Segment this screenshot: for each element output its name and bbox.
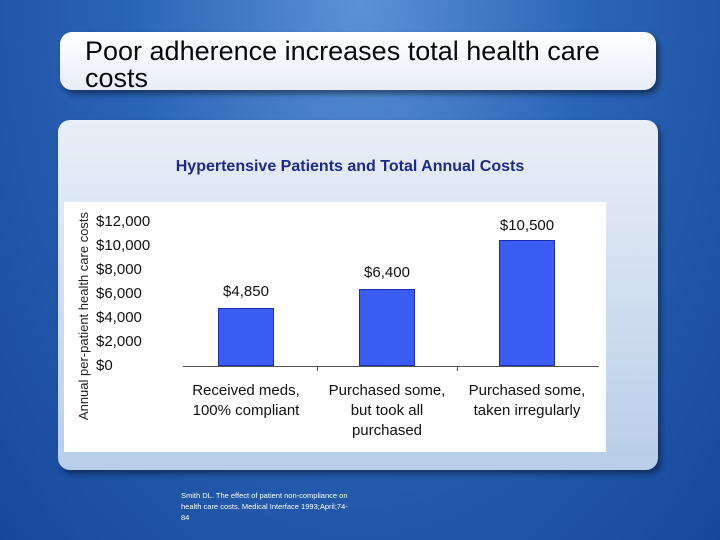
bar-1 [218,307,274,366]
bar-2 [359,289,415,366]
y-tick-label: $10,000 [96,237,151,254]
x-tick-mark [457,366,458,371]
slide-title: Poor adherence increases total health ca… [85,36,600,93]
y-tick-label: $6,000 [96,285,142,302]
y-tick-label: $8,000 [96,261,142,278]
data-label-2: $6,400 [364,264,410,282]
y-tick-label: $2,000 [96,333,142,350]
x-category-label-2: Purchased some, but took all purchased [328,382,446,439]
title-box [60,32,656,90]
x-category-label-1: Received meds, 100% compliant [192,382,300,419]
data-label-1: $4,850 [223,282,269,300]
y-tick-label: $12,000 [96,213,151,230]
chart-title: Hypertensive Patients and Total Annual C… [175,158,525,175]
y-axis-label: Annual per-patient health care costs [76,211,91,421]
bar-3 [499,240,555,366]
y-tick-label: $4,000 [96,309,142,326]
x-tick-mark [317,366,318,371]
citation: Smith DL. The effect of patient non-comp… [181,491,348,522]
y-tick-label: $0 [96,357,113,374]
x-axis-baseline [183,366,599,367]
x-category-label-3: Purchased some, taken irregularly [468,382,586,419]
data-label-3: $10,500 [499,217,555,234]
